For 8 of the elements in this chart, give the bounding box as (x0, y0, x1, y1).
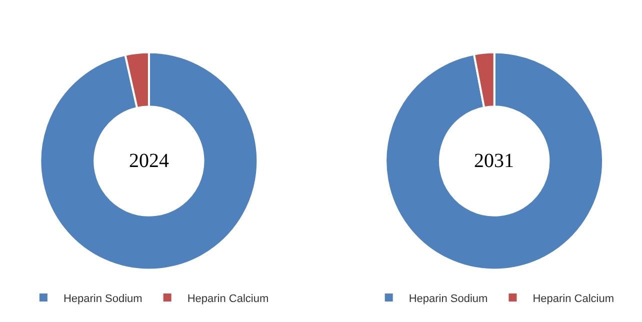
legend-label: Heparin Calcium (187, 292, 269, 305)
text: 2024 (129, 150, 169, 172)
legend-label: Heparin Sodium (408, 292, 488, 305)
donut-slice (384, 51, 604, 271)
donut-slice (39, 51, 259, 271)
legend-label: Heparin Sodium (63, 292, 142, 305)
legend-label: Heparin Calcium (532, 292, 614, 305)
text: 2031 (474, 150, 514, 172)
